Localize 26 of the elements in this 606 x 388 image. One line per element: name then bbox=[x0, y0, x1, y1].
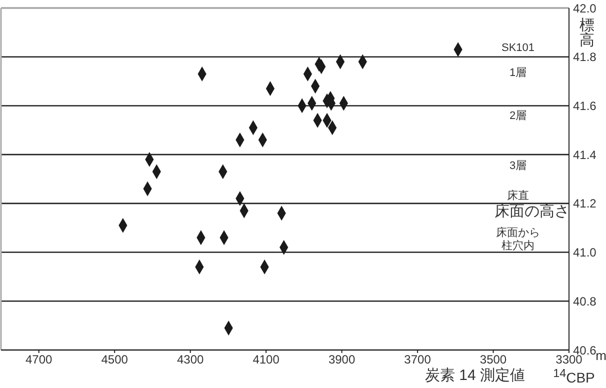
y-tick-label: 41.2 bbox=[573, 196, 597, 211]
y-tick-label: 41.6 bbox=[573, 98, 597, 113]
annotation: 床直 bbox=[507, 190, 529, 202]
x-tick-label: 4300 bbox=[176, 352, 204, 367]
y-tick-label: 41.4 bbox=[573, 148, 597, 162]
annotation: 3層 bbox=[509, 160, 527, 172]
text: $^{14}$CBP bbox=[553, 366, 595, 386]
x-tick-label: 3900 bbox=[328, 352, 356, 367]
x-tick-label: 4100 bbox=[252, 352, 280, 367]
annotation: 床面から bbox=[496, 226, 540, 240]
annotation: 1層 bbox=[509, 66, 527, 80]
y-tick-label: 40.8 bbox=[573, 294, 597, 308]
y-tick-label: 41.0 bbox=[573, 246, 597, 260]
annotation: 床面の高さ bbox=[494, 202, 570, 220]
annotation: 2層 bbox=[509, 110, 527, 122]
y-tick-label: 42.0 bbox=[573, 1, 597, 16]
y-tick-label: 41.8 bbox=[573, 50, 597, 64]
text: m bbox=[596, 348, 606, 364]
x-tick-label: 3500 bbox=[480, 352, 507, 367]
x-tick-label: 4700 bbox=[26, 352, 53, 367]
annotation: SK101 bbox=[501, 42, 535, 54]
x-tick-label: 3700 bbox=[404, 352, 432, 367]
x-axis-title: 炭素 14 測定値 bbox=[424, 366, 526, 385]
y-axis-title: 標高 bbox=[579, 17, 595, 49]
annotation: 柱穴内 bbox=[502, 240, 534, 252]
x-tick-label: 4500 bbox=[101, 352, 128, 367]
